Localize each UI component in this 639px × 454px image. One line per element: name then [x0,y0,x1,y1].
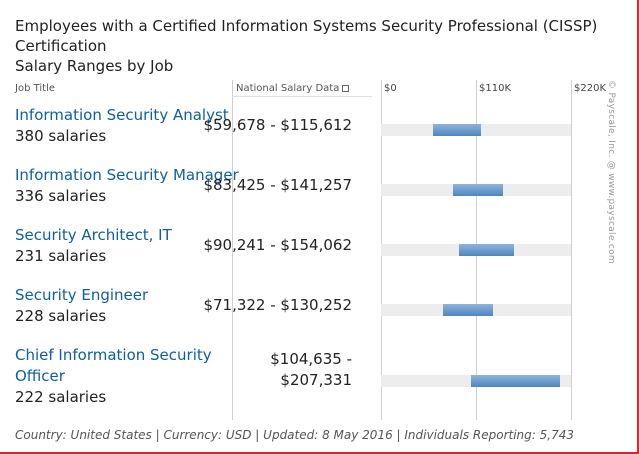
payscale-watermark: © Payscale, Inc. @ www.payscale.com [606,80,624,270]
salary-range-bar[interactable] [458,244,515,256]
salary-range-bar[interactable] [471,375,561,387]
salary-range-label: $104,635 - [270,350,352,368]
salary-header: National Salary Data [236,83,350,94]
tick-label: $0 [384,83,397,94]
chart-title: Employees with a Certified Information S… [15,16,598,76]
gridline-2 [571,80,572,420]
salary-range-label: $59,678 - $115,612 [203,116,352,134]
job-title-link[interactable]: Information Security Manager [15,166,239,184]
salary-range-label: $207,331 [280,371,352,389]
title-line-3: Salary Ranges by Job [15,57,174,75]
job-title-link[interactable]: Chief Information Security [15,346,212,364]
job-title-link[interactable]: Officer [15,367,65,385]
salary-range-bar[interactable] [442,304,494,316]
salary-range-label: $90,241 - $154,062 [203,236,352,254]
salary-count: 231 salaries [15,247,107,265]
tick-label: $110K [479,83,512,94]
job-title-link[interactable]: Security Engineer [15,286,149,304]
tick-label: $220K [574,83,607,94]
title-line-2: Certification [15,37,107,55]
footer-note: Country: United States | Currency: USD |… [15,428,574,442]
job-title-link[interactable]: Security Architect, IT [15,226,172,244]
watermark-text: © Payscale, Inc. @ www.payscale.com [606,80,616,264]
salary-range-bar[interactable] [453,184,503,196]
salary-range-bar[interactable] [432,124,481,136]
salary-count: 222 salaries [15,388,107,406]
salary-count: 228 salaries [15,307,107,325]
job-title-header: Job Title [15,83,56,94]
salary-count: 336 salaries [15,187,107,205]
column-divider [232,80,233,420]
title-line-1: Employees with a Certified Information S… [15,17,598,35]
salary-range-label: $83,425 - $141,257 [203,176,352,194]
header-rule [232,96,372,97]
salary-header-label: National Salary Data [236,83,340,94]
info-icon[interactable] [342,84,350,92]
salary-range-label: $71,322 - $130,252 [203,296,352,314]
job-title-link[interactable]: Information Security Analyst [15,106,229,124]
salary-count: 380 salaries [15,127,107,145]
